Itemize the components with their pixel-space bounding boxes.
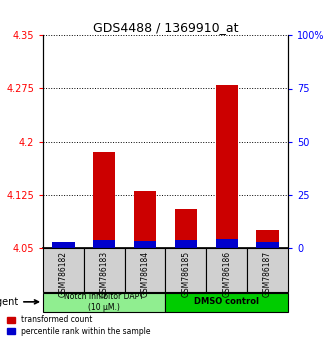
Bar xyxy=(134,191,156,248)
Bar xyxy=(93,152,116,248)
Text: DMSO control: DMSO control xyxy=(194,297,259,306)
Bar xyxy=(166,248,206,292)
Bar xyxy=(52,242,75,248)
Bar xyxy=(215,239,238,248)
Text: GSM786185: GSM786185 xyxy=(181,251,190,297)
Bar xyxy=(134,241,156,248)
Bar xyxy=(175,240,197,248)
Bar xyxy=(256,230,279,248)
Bar xyxy=(206,248,247,292)
Bar xyxy=(43,248,84,292)
Bar xyxy=(43,293,166,312)
Bar xyxy=(166,293,288,312)
Legend: transformed count, percentile rank within the sample: transformed count, percentile rank withi… xyxy=(7,315,150,336)
Bar xyxy=(215,85,238,248)
Text: GSM786184: GSM786184 xyxy=(141,251,150,297)
Bar xyxy=(84,248,125,292)
Text: Notch inhibitor DAPT
(10 μM.): Notch inhibitor DAPT (10 μM.) xyxy=(64,292,144,312)
Bar xyxy=(247,248,288,292)
Bar xyxy=(256,242,279,248)
Bar xyxy=(175,209,197,248)
Bar xyxy=(52,243,75,248)
Text: GSM786186: GSM786186 xyxy=(222,251,231,297)
Title: GDS4488 / 1369910_at: GDS4488 / 1369910_at xyxy=(93,21,238,34)
Bar xyxy=(93,240,116,248)
Text: GSM786182: GSM786182 xyxy=(59,251,68,297)
Text: GSM786187: GSM786187 xyxy=(263,251,272,297)
Text: GSM786183: GSM786183 xyxy=(100,251,109,297)
Text: agent: agent xyxy=(0,297,38,307)
Bar xyxy=(125,248,166,292)
